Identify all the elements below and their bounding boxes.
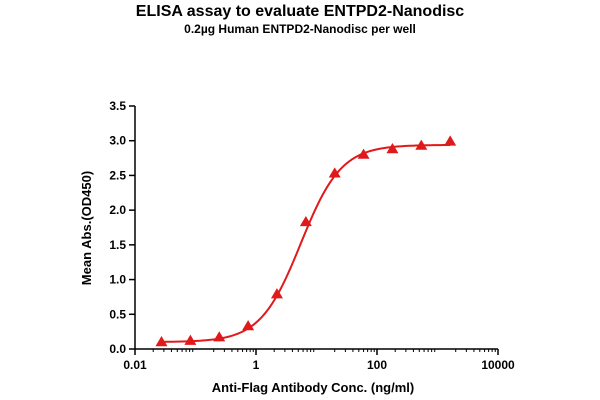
axes: 0.0 0.5 1.0 1.5 2.0 2.5 3.0 3.5 0.01 1 100 10000 [109, 99, 515, 372]
y-axis-label: Mean Abs.(OD450) [79, 171, 94, 285]
y-tick-label: 2.5 [109, 168, 126, 182]
data-point-triangle [270, 288, 283, 299]
x-tick-label: 0.01 [123, 358, 147, 372]
data-point-triangle [299, 215, 312, 227]
y-tick-label: 1.5 [109, 238, 126, 252]
data-point-triangle [386, 143, 399, 154]
x-tick-label: 1 [253, 358, 260, 372]
data-point-triangle [242, 320, 255, 331]
y-tick-label: 0.0 [109, 342, 126, 356]
data-point-triangle [155, 336, 168, 347]
y-tick-label: 3.0 [109, 134, 126, 148]
y-tick-label: 3.5 [109, 99, 126, 113]
x-tick-label: 100 [367, 358, 387, 372]
x-tick-label: 10000 [481, 358, 515, 372]
fit-curve [161, 144, 451, 343]
data-point-triangle [213, 331, 226, 342]
chart-title: ELISA assay to evaluate ENTPD2-Nanodisc [135, 3, 465, 20]
data-point-triangle [184, 334, 197, 345]
x-axis-label: Anti-Flag Antibody Conc. (ng/ml) [212, 380, 414, 395]
y-tick-label: 0.5 [109, 307, 126, 321]
data-points [155, 135, 457, 347]
y-tick-label: 1.0 [109, 273, 126, 287]
data-point-triangle [357, 148, 370, 159]
chart-subtitle: 0.2µg Human ENTPD2-Nanodisc per well [184, 22, 416, 36]
data-point-triangle [444, 135, 457, 146]
data-point-triangle [415, 139, 428, 150]
y-tick-label: 2.0 [109, 203, 126, 217]
data-point-triangle [328, 167, 341, 178]
